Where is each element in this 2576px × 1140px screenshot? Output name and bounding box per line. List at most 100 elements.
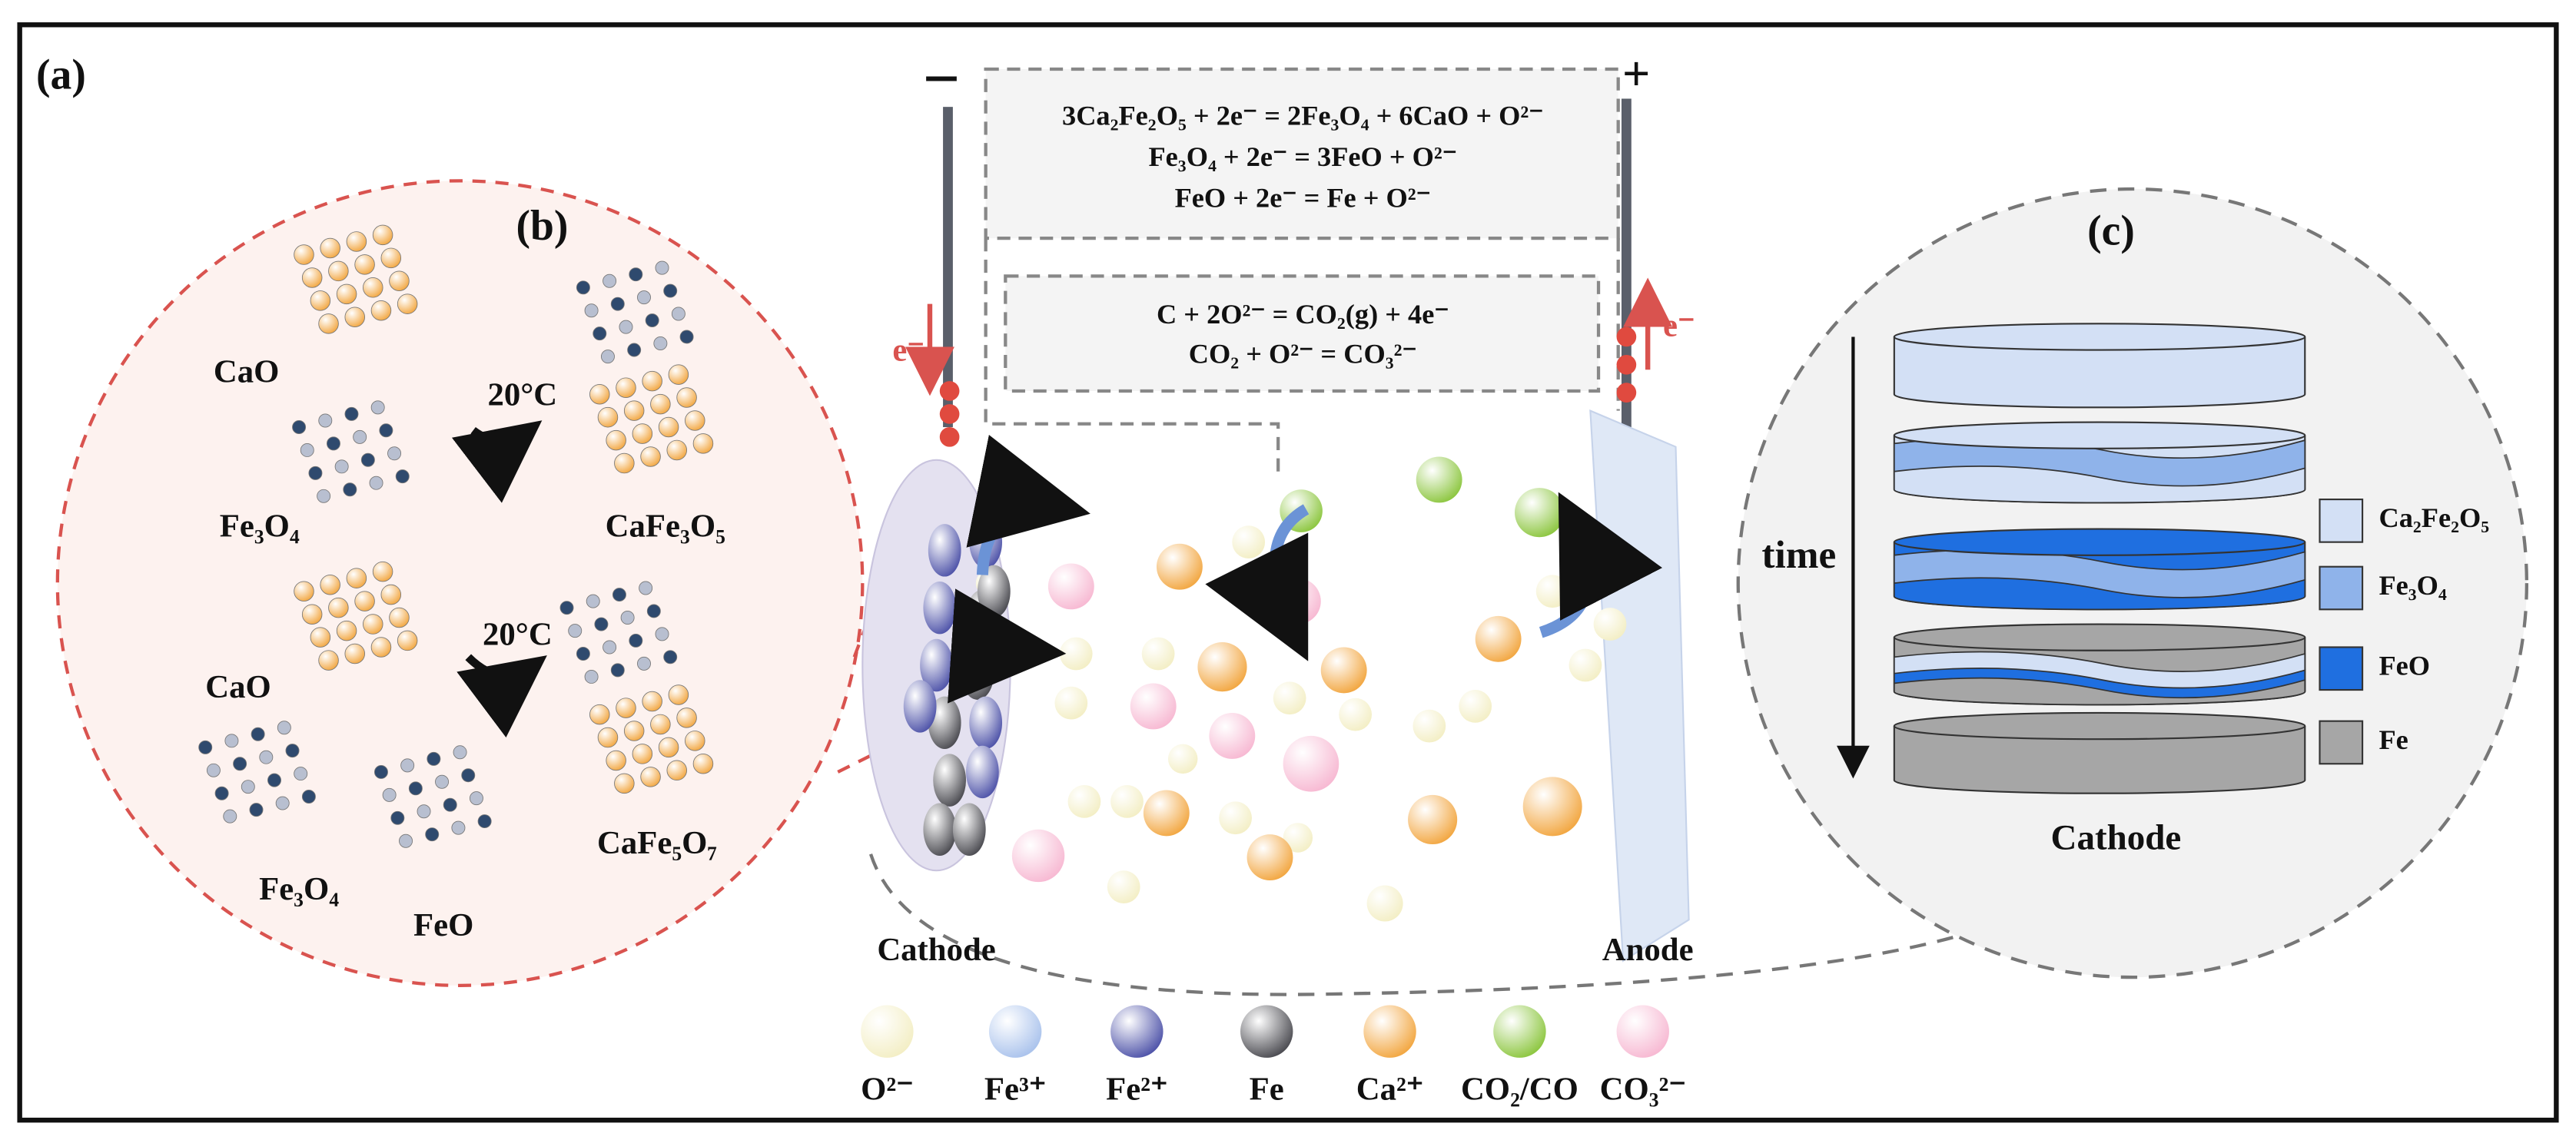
legend-swatch xyxy=(1110,1005,1164,1058)
atom xyxy=(223,809,237,824)
legend-label: Ca²⁺ xyxy=(1356,1072,1424,1108)
electron-label: e⁻ xyxy=(1663,308,1695,344)
ion xyxy=(1569,648,1602,682)
panel-label: (b) xyxy=(516,202,568,250)
atom xyxy=(425,827,440,842)
atom xyxy=(372,224,393,246)
atom xyxy=(427,751,441,766)
atom xyxy=(390,810,405,825)
deposit xyxy=(923,581,957,635)
atom xyxy=(389,607,410,628)
ion xyxy=(1412,709,1446,743)
atom xyxy=(589,704,610,725)
deposit xyxy=(920,638,953,692)
compound: FeO xyxy=(413,907,473,943)
atom xyxy=(370,300,392,321)
atom xyxy=(277,721,291,735)
compound: Fe₃O₄ xyxy=(259,871,339,907)
time-label: time xyxy=(1761,533,1836,577)
atom xyxy=(597,406,619,428)
layer-band xyxy=(1893,677,2306,706)
atom xyxy=(360,452,375,467)
layer-swatch xyxy=(2319,499,2364,543)
atom xyxy=(354,591,375,611)
atom xyxy=(344,307,366,328)
atom xyxy=(300,442,314,457)
atom xyxy=(663,650,678,664)
atom xyxy=(336,283,357,305)
flow-arrow xyxy=(1539,492,1662,638)
equation: 3Ca₂Fe₂O₅ + 2e⁻ = 2Fe₃O₄ + 6CaO + O²⁻ xyxy=(1062,100,1543,131)
flow-arrow xyxy=(1205,504,1310,661)
atom xyxy=(637,290,651,305)
atom xyxy=(214,786,229,800)
layer-top xyxy=(1893,711,2306,741)
ion xyxy=(1339,698,1373,731)
layer-label: Fe₃O₄ xyxy=(2378,570,2446,601)
atom xyxy=(593,326,607,341)
ion xyxy=(1011,829,1065,883)
atom xyxy=(285,744,300,758)
deposit xyxy=(903,680,937,733)
atom xyxy=(606,429,626,451)
layer-swatch xyxy=(2319,565,2364,611)
atom xyxy=(477,814,492,829)
atom xyxy=(685,731,705,751)
layer-band xyxy=(1893,466,2306,504)
ion xyxy=(1515,488,1565,538)
ion xyxy=(1247,834,1293,881)
deposit xyxy=(928,696,961,750)
atom xyxy=(685,410,705,431)
polarity: − xyxy=(923,43,961,115)
atom xyxy=(594,617,609,631)
compound: CaFe₅O₇ xyxy=(597,825,717,861)
atom xyxy=(318,313,339,334)
atom xyxy=(328,260,349,282)
atom xyxy=(334,459,349,474)
atom xyxy=(663,283,678,298)
atom xyxy=(320,237,340,259)
atom xyxy=(614,452,635,474)
legend-label: Fe³⁺ xyxy=(984,1072,1046,1108)
ion xyxy=(1067,785,1101,818)
atom xyxy=(382,787,397,802)
layer-top xyxy=(1893,623,2306,651)
ion xyxy=(1130,683,1177,730)
atom xyxy=(568,624,583,638)
deposit xyxy=(969,696,1003,750)
compound: CaO xyxy=(205,669,271,705)
panel-c-label: Cathode xyxy=(2051,818,2182,858)
legend-swatch xyxy=(861,1005,914,1058)
ion xyxy=(1054,686,1088,720)
atom xyxy=(395,469,410,484)
atom xyxy=(559,601,574,615)
atom xyxy=(637,656,651,671)
electron xyxy=(939,404,960,424)
ion xyxy=(1522,777,1582,837)
crystals xyxy=(198,224,714,848)
ion xyxy=(1156,543,1203,590)
atom xyxy=(453,745,467,760)
atom xyxy=(408,781,423,796)
atom xyxy=(206,763,221,777)
ion xyxy=(1408,794,1458,845)
atom xyxy=(666,439,688,461)
atom xyxy=(676,708,697,728)
atom xyxy=(610,663,625,678)
atom xyxy=(363,277,383,298)
atom xyxy=(603,273,617,288)
layer-top xyxy=(1893,528,2306,556)
ion xyxy=(1320,647,1367,694)
ion xyxy=(1366,885,1403,922)
panel-label: (c) xyxy=(2087,207,2135,255)
atom xyxy=(380,247,402,269)
atom xyxy=(310,290,331,311)
atom xyxy=(373,764,388,779)
atom xyxy=(658,737,679,758)
ion xyxy=(1283,823,1313,853)
legend-swatch xyxy=(1363,1005,1416,1058)
atom xyxy=(655,627,669,641)
atom xyxy=(443,797,457,812)
